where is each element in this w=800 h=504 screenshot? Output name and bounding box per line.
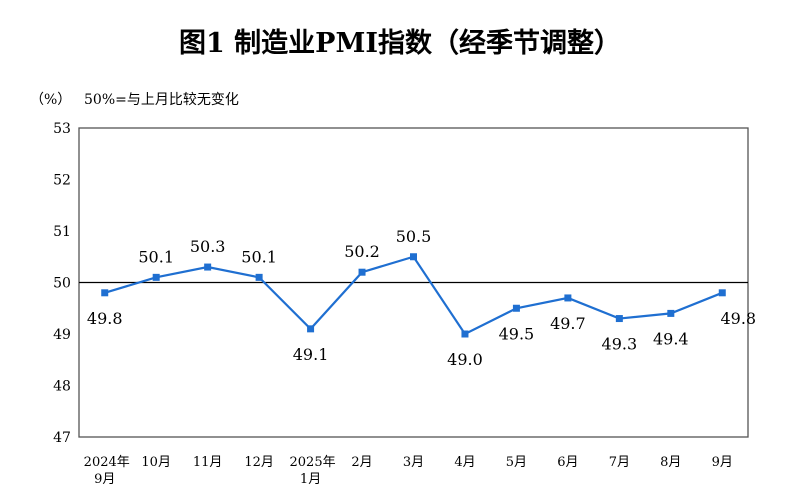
data-point-marker	[461, 330, 469, 338]
x-tick-label: 11月	[193, 455, 223, 470]
x-tick-label: 6月	[557, 455, 578, 470]
y-tick-label: 52	[53, 173, 71, 189]
reference-annotation: 50%=与上月比较无变化	[84, 92, 239, 108]
data-label: 50.1	[241, 247, 277, 266]
data-label: 49.7	[550, 314, 586, 333]
data-point-marker	[152, 273, 160, 281]
data-label: 50.1	[138, 247, 174, 266]
data-point-marker	[718, 289, 726, 297]
x-tick-label: 10月	[141, 455, 171, 470]
data-point-marker	[410, 253, 417, 261]
data-point-marker	[667, 309, 675, 317]
y-tick-label: 47	[53, 430, 71, 446]
x-tick-label: 7月	[609, 455, 630, 470]
data-label: 49.8	[720, 309, 756, 328]
data-label: 49.1	[293, 345, 329, 364]
data-label: 50.5	[396, 227, 432, 246]
x-tick-label: 2024年	[84, 455, 130, 470]
x-tick-label: 3月	[403, 455, 424, 470]
x-tick-label: 4月	[454, 455, 475, 470]
x-tick-label: 1月	[300, 472, 321, 487]
x-tick-label: 5月	[506, 455, 527, 470]
y-tick-label: 51	[53, 224, 71, 240]
data-label: 50.3	[190, 237, 226, 256]
x-tick-label: 9月	[94, 472, 115, 487]
data-label: 50.2	[344, 242, 380, 261]
data-label: 49.5	[499, 324, 535, 343]
y-tick-label: 48	[53, 379, 71, 395]
data-point-marker	[307, 325, 315, 333]
series-line	[104, 255, 723, 336]
chart-title: 图1 制造业PMI指数（经季节调整）	[179, 27, 621, 59]
x-tick-label: 9月	[712, 455, 733, 470]
y-tick-label: 49	[53, 327, 71, 343]
data-label: 49.4	[653, 329, 689, 348]
data-label: 49.3	[602, 335, 638, 354]
x-tick-label: 2025年	[290, 455, 336, 470]
x-tick-label: 2月	[351, 455, 372, 470]
data-point-marker	[615, 315, 623, 323]
data-point-marker	[101, 289, 109, 297]
data-label: 49.0	[447, 350, 483, 369]
data-label: 49.8	[87, 309, 123, 328]
data-point-marker	[204, 263, 212, 271]
data-point-marker	[358, 268, 366, 276]
data-point-marker	[564, 294, 572, 302]
y-tick-label: 53	[53, 121, 71, 137]
y-axis-unit: （%）	[30, 92, 71, 108]
x-tick-label: 12月	[244, 455, 274, 470]
data-point-marker	[255, 273, 263, 281]
x-tick-label: 8月	[660, 455, 681, 470]
y-tick-label: 50	[53, 276, 71, 292]
data-point-marker	[512, 304, 520, 312]
